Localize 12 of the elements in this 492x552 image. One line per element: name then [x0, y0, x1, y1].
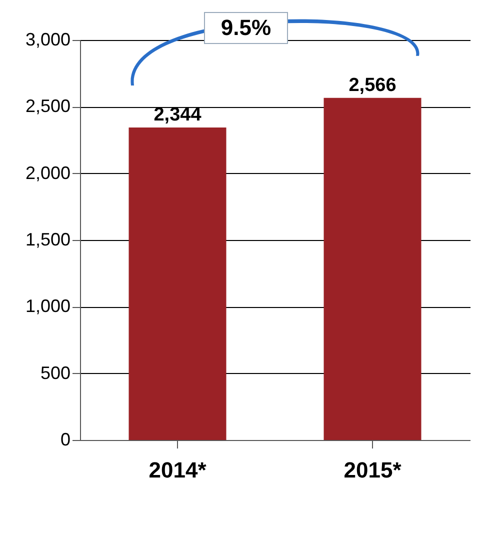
x-tick-label: 2015* — [344, 458, 402, 482]
data-label: 2,566 — [348, 74, 396, 96]
y-tick-label: 1,000 — [25, 296, 70, 316]
y-tick-label: 0 — [60, 430, 70, 450]
y-tick-label: 2,000 — [25, 162, 70, 183]
x-tick-label: 2014* — [148, 458, 207, 482]
y-tick-label: 3,000 — [25, 30, 70, 50]
y-tick-label: 500 — [40, 362, 70, 383]
y-tick-label: 1,500 — [25, 230, 70, 250]
y-tick-label: 2,500 — [25, 96, 70, 116]
text: 9.5% — [204, 12, 288, 44]
data-label: 2,344 — [154, 104, 202, 126]
